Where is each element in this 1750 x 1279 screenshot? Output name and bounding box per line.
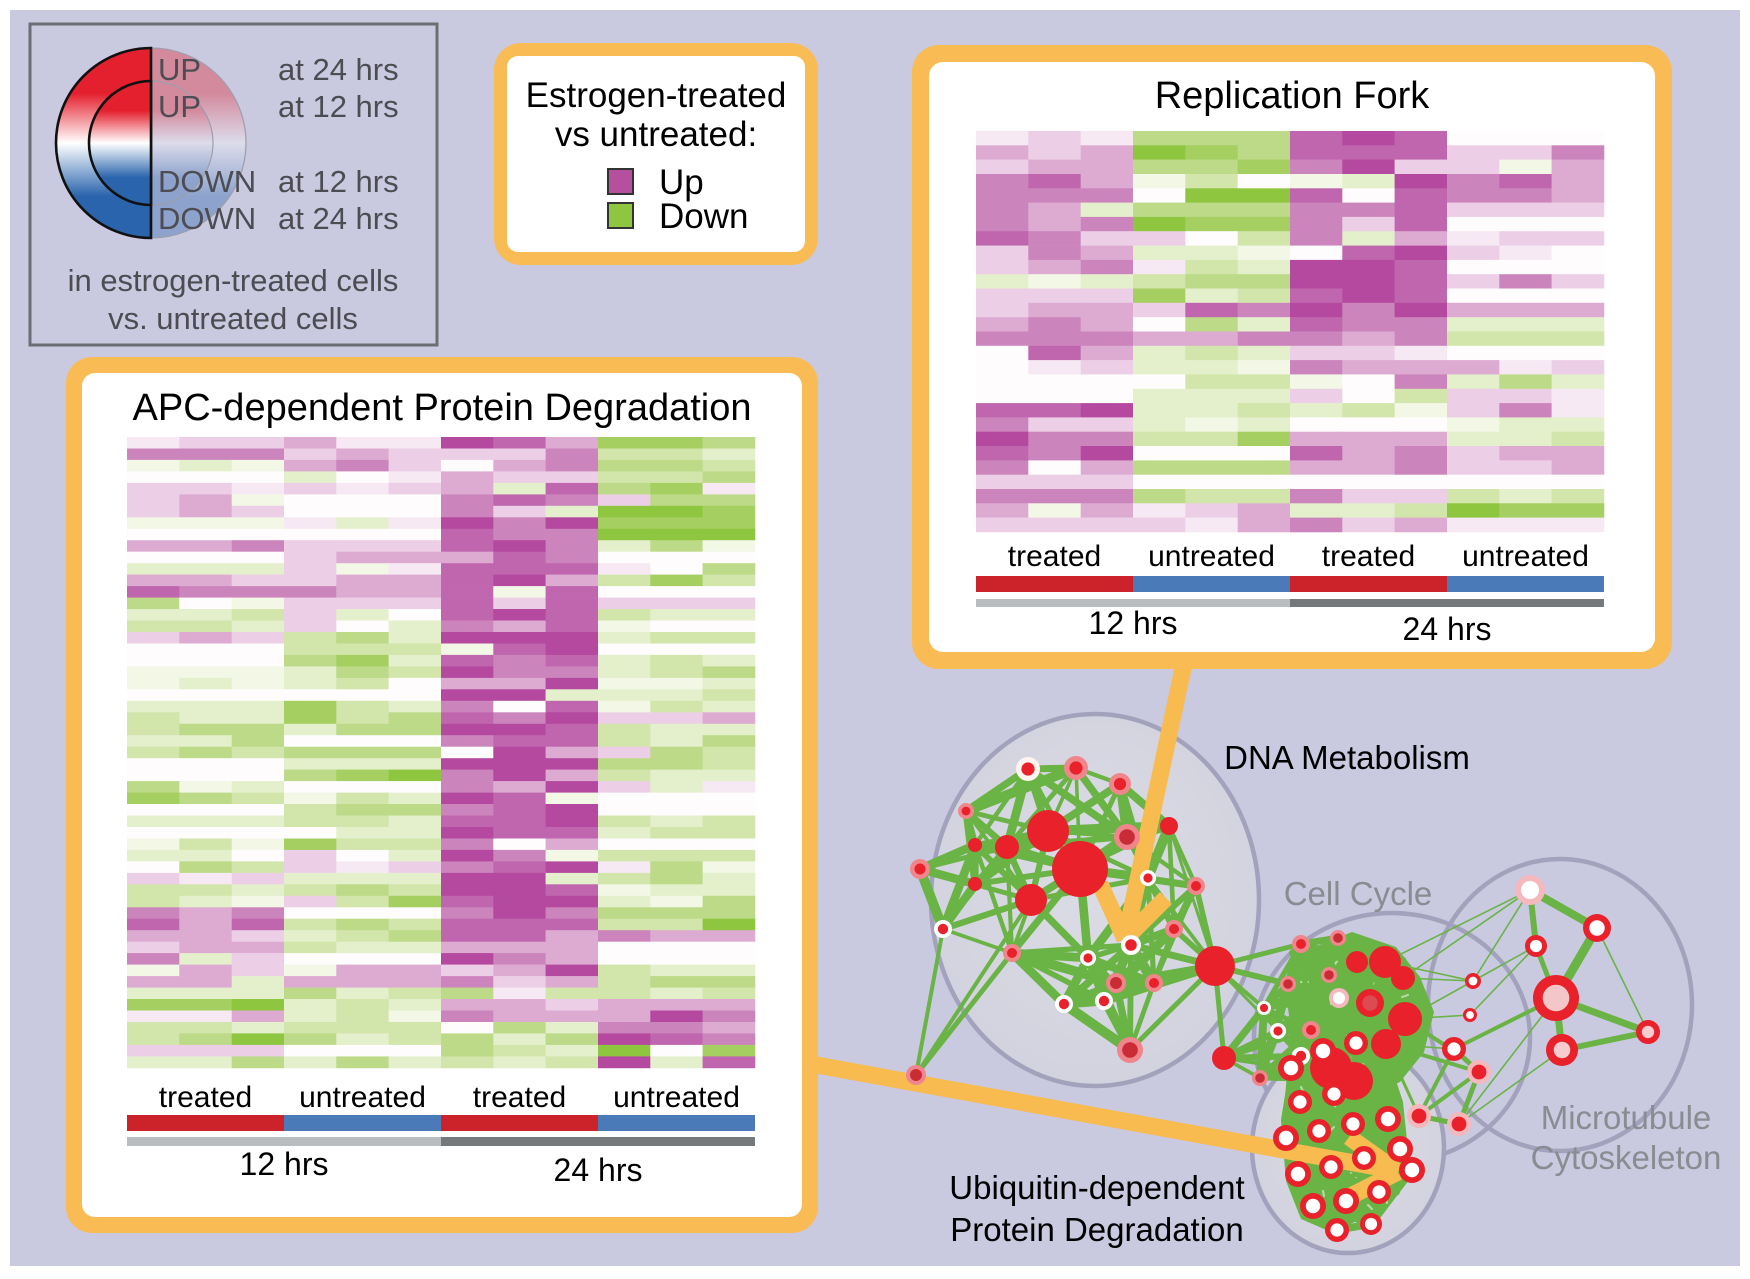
svg-text:Estrogen-treated: Estrogen-treated <box>526 76 787 115</box>
svg-text:12 hrs: 12 hrs <box>240 1146 329 1182</box>
svg-text:UP: UP <box>158 52 201 87</box>
svg-text:Microtubule: Microtubule <box>1541 1099 1712 1136</box>
svg-text:treated: treated <box>1008 540 1101 573</box>
svg-text:untreated: untreated <box>613 1081 740 1114</box>
svg-text:24 hrs: 24 hrs <box>1403 611 1492 647</box>
svg-text:treated: treated <box>1322 540 1415 573</box>
svg-text:at 24 hrs: at 24 hrs <box>278 52 399 87</box>
svg-text:treated: treated <box>473 1081 566 1114</box>
svg-text:APC-dependent Protein Degradat: APC-dependent Protein Degradation <box>133 387 752 429</box>
svg-text:Up: Up <box>659 163 704 202</box>
svg-text:vs. untreated cells: vs. untreated cells <box>108 301 358 336</box>
svg-text:Protein Degradation: Protein Degradation <box>950 1211 1244 1248</box>
svg-text:UP: UP <box>158 89 201 124</box>
svg-text:in estrogen-treated cells: in estrogen-treated cells <box>68 263 399 298</box>
svg-text:vs untreated:: vs untreated: <box>555 115 757 154</box>
svg-text:DOWN: DOWN <box>158 164 256 199</box>
svg-text:Cell Cycle: Cell Cycle <box>1284 875 1433 912</box>
svg-text:untreated: untreated <box>299 1081 426 1114</box>
svg-text:Down: Down <box>659 197 748 236</box>
svg-text:treated: treated <box>159 1081 252 1114</box>
svg-text:Cytoskeleton: Cytoskeleton <box>1531 1139 1722 1176</box>
svg-text:DNA Metabolism: DNA Metabolism <box>1224 739 1470 776</box>
svg-text:24 hrs: 24 hrs <box>554 1152 643 1188</box>
svg-text:12 hrs: 12 hrs <box>1089 605 1178 641</box>
svg-text:DOWN: DOWN <box>158 201 256 236</box>
svg-text:untreated: untreated <box>1148 540 1275 573</box>
svg-text:Replication Fork: Replication Fork <box>1155 75 1431 117</box>
svg-text:at 12 hrs: at 12 hrs <box>278 164 399 199</box>
svg-text:Ubiquitin-dependent: Ubiquitin-dependent <box>949 1169 1244 1206</box>
svg-text:at 24 hrs: at 24 hrs <box>278 201 399 236</box>
svg-text:at 12 hrs: at 12 hrs <box>278 89 399 124</box>
svg-text:untreated: untreated <box>1462 540 1589 573</box>
